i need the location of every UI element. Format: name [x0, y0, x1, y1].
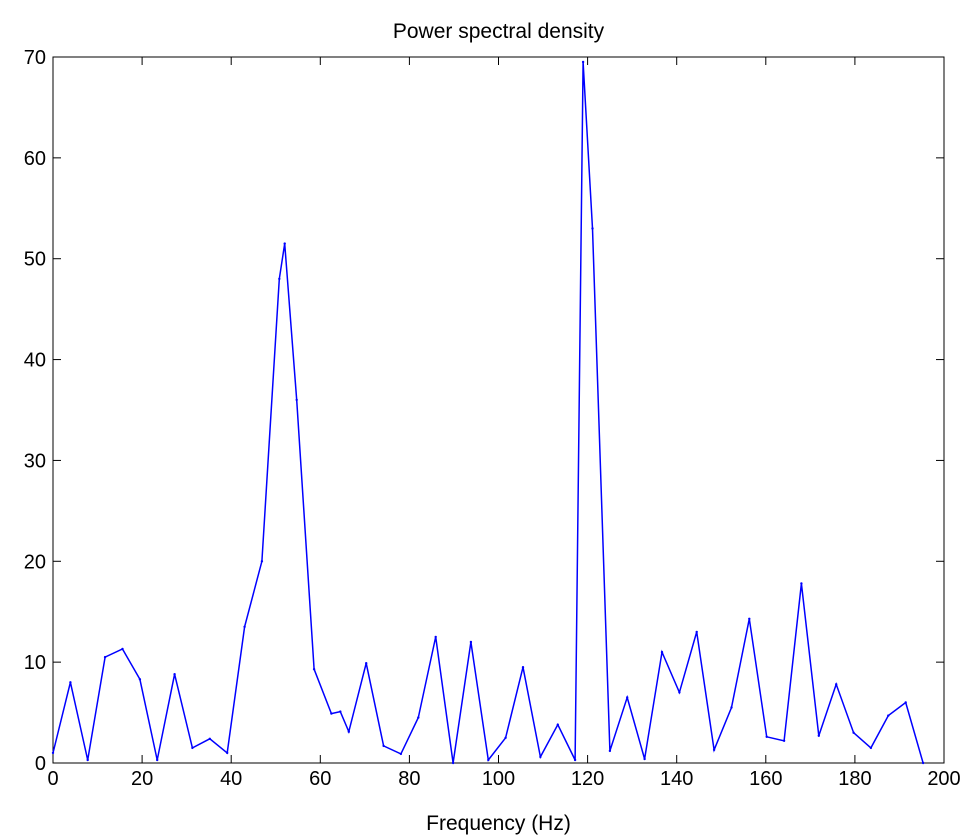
y-tick-label: 10: [24, 652, 46, 674]
data-point: [226, 751, 229, 755]
data-point: [581, 60, 585, 64]
x-tick-label: 180: [838, 768, 871, 790]
y-tick-label: 0: [35, 753, 46, 775]
data-point: [339, 710, 342, 713]
data-point: [591, 227, 594, 230]
y-tick-labels: 0 10 20 30 40 50 60 70: [24, 47, 46, 775]
psd-series-line: [52, 61, 924, 764]
data-point: [643, 757, 646, 761]
data-point: [626, 696, 629, 699]
data-point: [573, 758, 577, 762]
data-point: [695, 630, 698, 634]
data-point: [660, 650, 664, 654]
y-tick-label: 30: [24, 450, 46, 472]
data-point: [556, 723, 559, 726]
data-point: [365, 662, 368, 665]
data-point: [712, 748, 716, 752]
data-point: [869, 746, 873, 750]
data-point: [208, 737, 211, 740]
y-tick-label: 40: [24, 350, 46, 372]
data-point: [782, 739, 786, 742]
data-point: [138, 678, 142, 681]
x-tick-label: 60: [309, 768, 331, 790]
data-point: [887, 714, 890, 717]
x-tick-labels: 0 20 40 60 80 100 120 140 160 180 200: [47, 768, 960, 790]
data-point: [504, 736, 507, 739]
data-point: [748, 617, 751, 620]
plot-frame: [52, 56, 945, 764]
data-point: [921, 761, 925, 765]
y-tick-label: 20: [24, 551, 46, 573]
y-tick-label: 70: [24, 47, 46, 69]
data-point: [730, 706, 733, 709]
x-tick-label: 160: [749, 768, 782, 790]
data-point: [417, 716, 420, 719]
data-point: [191, 746, 194, 750]
data-point: [51, 751, 55, 755]
data-point: [278, 277, 281, 281]
data-point: [817, 734, 820, 737]
data-point: [283, 242, 286, 245]
data-point: [312, 668, 316, 671]
data-point: [487, 758, 490, 762]
x-tick-label: 140: [660, 768, 693, 790]
data-point: [765, 735, 768, 738]
data-point: [382, 744, 385, 748]
x-tick-label: 20: [131, 768, 153, 790]
y-tick-label: 60: [24, 148, 46, 170]
data-point: [608, 749, 612, 753]
y-tick-label: 50: [24, 249, 46, 271]
x-tick-label: 80: [398, 768, 420, 790]
data-point: [173, 673, 176, 676]
data-point: [399, 752, 403, 756]
data-point: [434, 635, 437, 639]
x-tick-label: 40: [220, 768, 242, 790]
chart-title: Power spectral density: [393, 20, 605, 43]
data-point: [121, 647, 124, 651]
axis-ticks: [52, 56, 945, 764]
x-tick-label: 100: [482, 768, 515, 790]
data-point: [86, 758, 89, 762]
data-point: [260, 560, 264, 563]
x-axis-label: Frequency (Hz): [426, 812, 571, 835]
x-tick-label: 200: [927, 768, 960, 790]
data-point: [451, 761, 455, 765]
data-point: [69, 681, 72, 684]
data-point: [835, 683, 838, 686]
data-point: [156, 758, 159, 762]
series-points: [51, 60, 925, 765]
data-point: [539, 755, 542, 759]
x-tick-label: 0: [47, 768, 58, 790]
data-point: [800, 582, 803, 585]
data-point: [103, 655, 107, 659]
data-point: [295, 398, 298, 402]
data-point: [521, 666, 525, 669]
data-point: [243, 625, 246, 628]
data-point: [678, 691, 681, 694]
data-point: [347, 730, 350, 733]
data-point: [852, 731, 855, 734]
data-point: [330, 712, 333, 715]
x-tick-label: 120: [571, 768, 604, 790]
data-point: [904, 701, 907, 704]
data-point: [469, 640, 473, 644]
